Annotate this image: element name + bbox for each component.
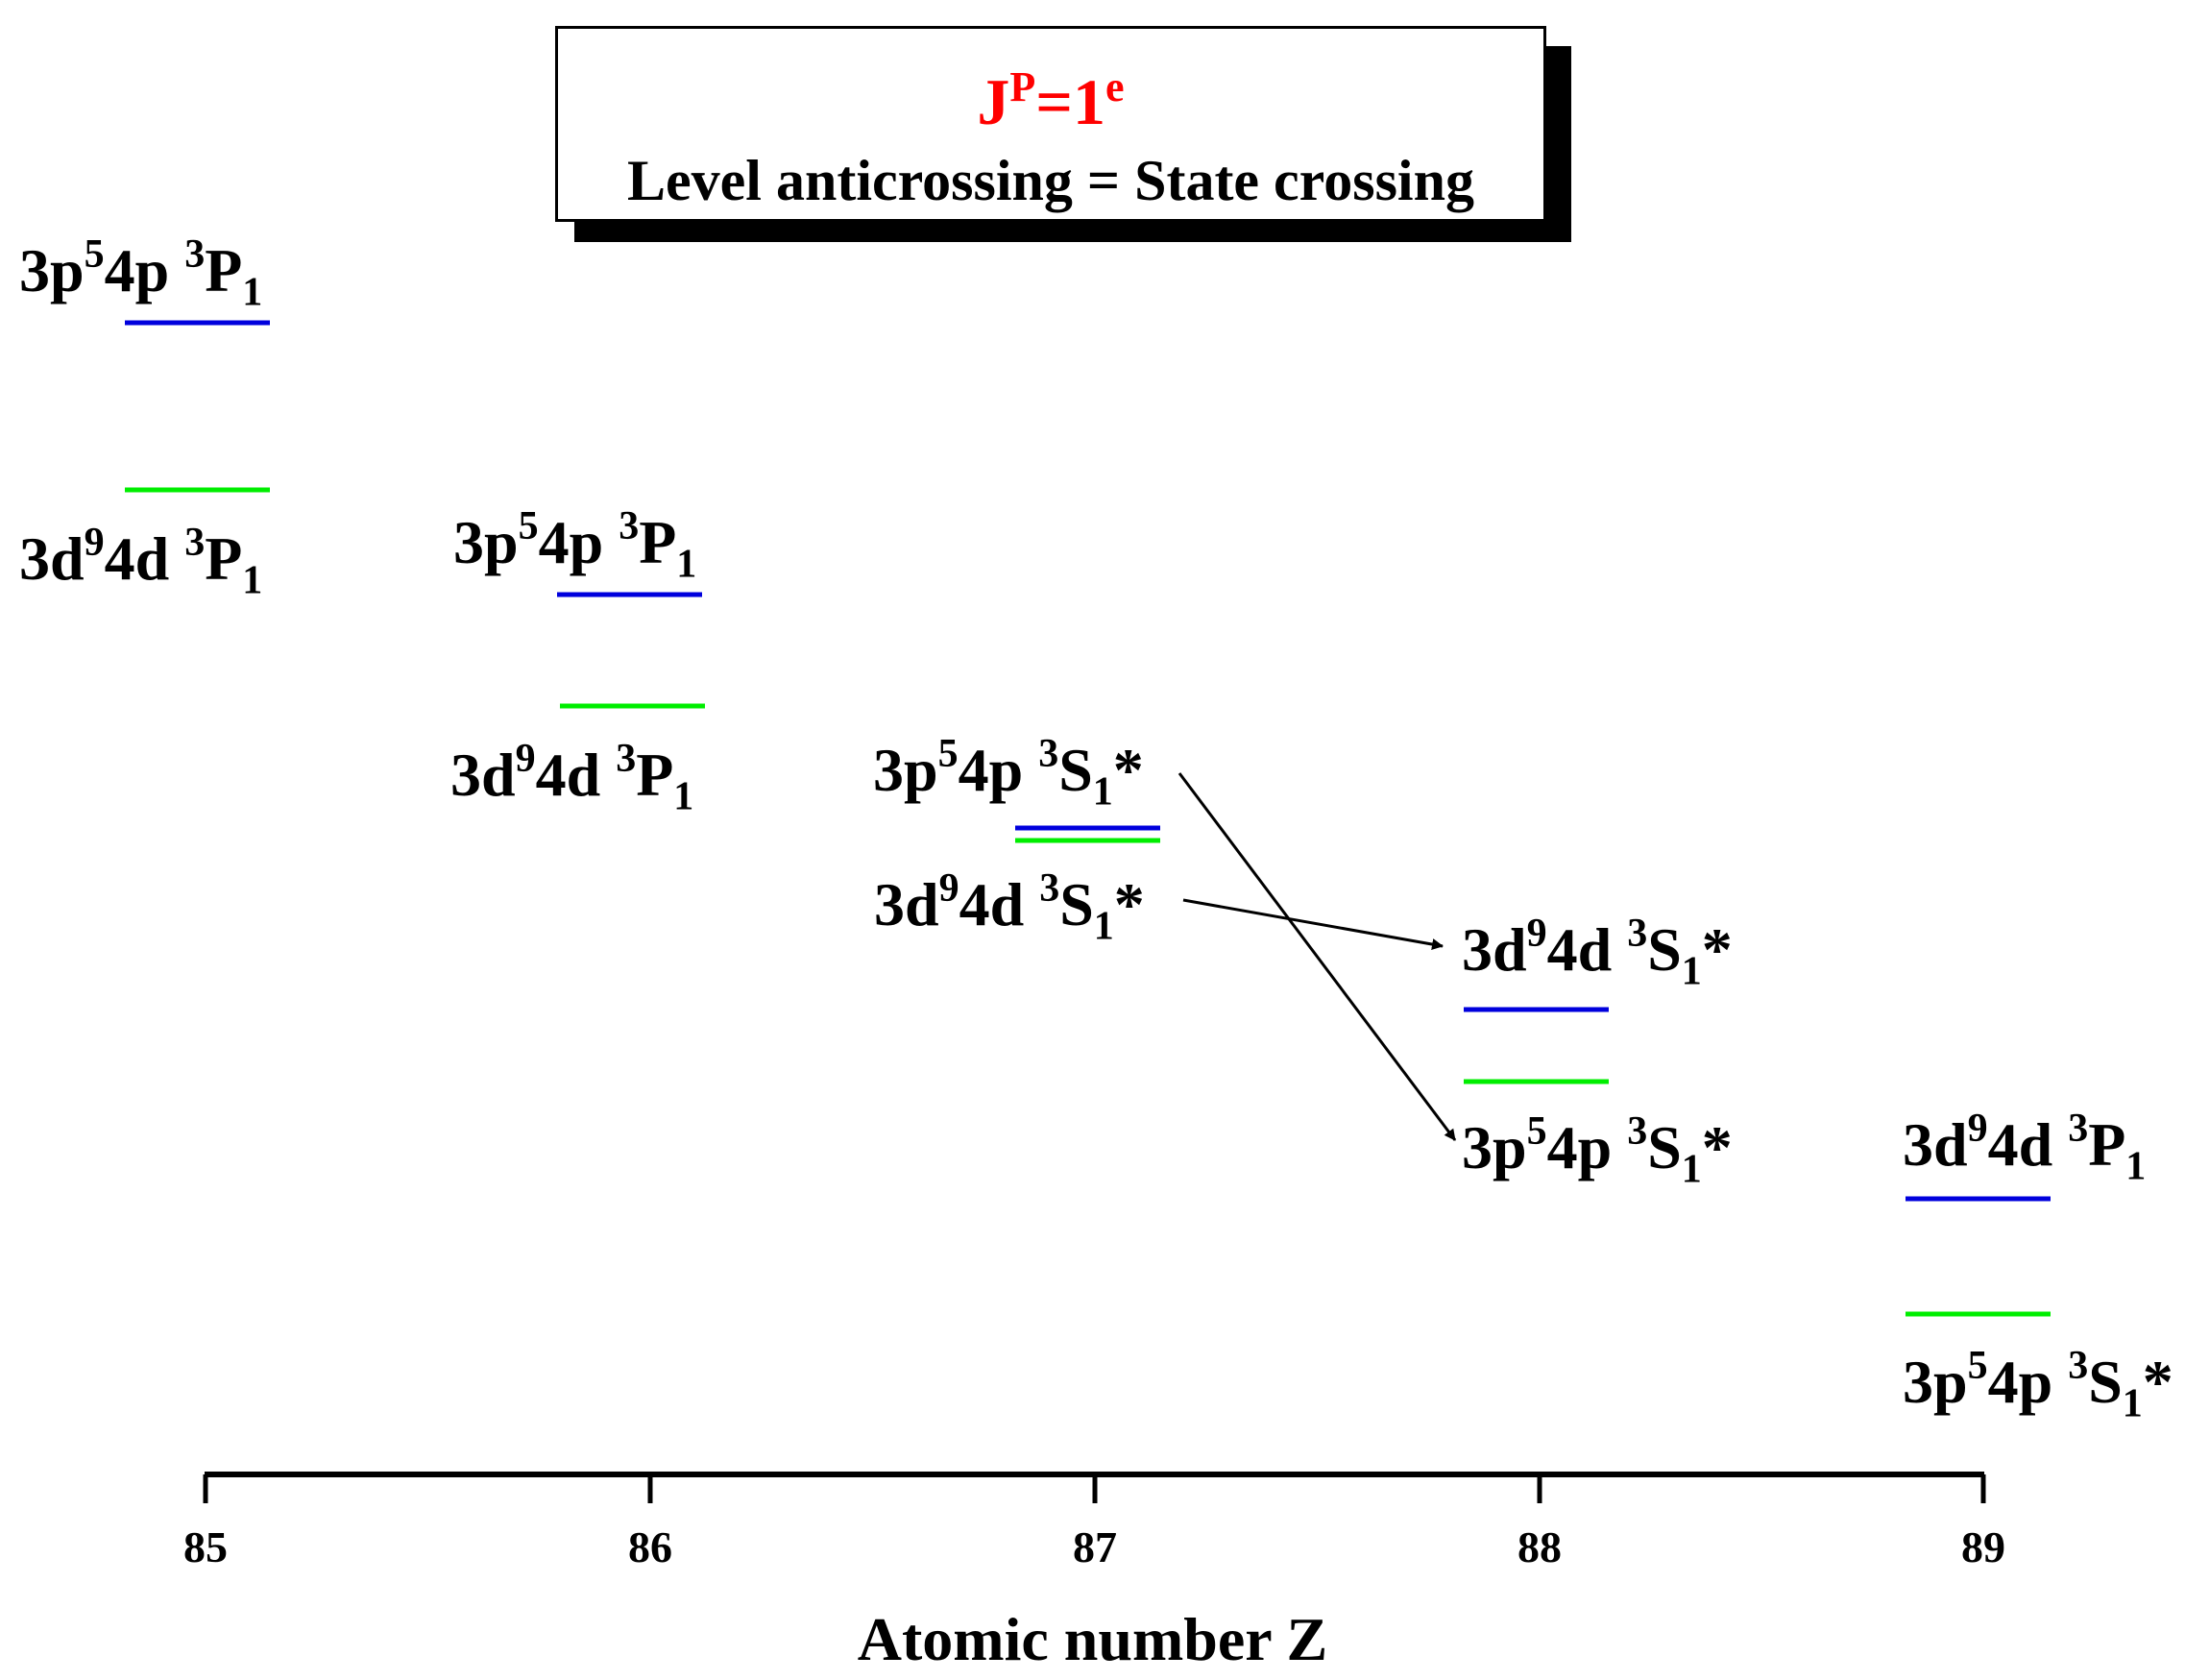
- crossing-arrow-3p54p: [1177, 772, 1457, 1141]
- x-tick-label-86: 86: [628, 1522, 672, 1571]
- level-label-z87-3d94d-3S1: 3d94d 3S1*: [874, 865, 1145, 949]
- level-label-z88-3d94d-3S1: 3d94d 3S1*: [1462, 911, 1733, 994]
- level-label-z88-3p54p-3S1: 3p54p 3S1*: [1462, 1108, 1733, 1192]
- level-label-z86-3d94d-3P1: 3d94d 3P1: [450, 736, 694, 819]
- x-tick-label-88: 88: [1517, 1522, 1562, 1571]
- level-label-z89-3d94d-3P1: 3d94d 3P1: [1903, 1106, 2147, 1189]
- crossing-arrow-3d94d: [1182, 898, 1444, 950]
- x-axis-title: Atomic number Z: [857, 1605, 1328, 1673]
- title-jp: JP=1e: [977, 62, 1125, 138]
- level-label-z86-3p54p-3P1: 3p54p 3P1: [453, 503, 697, 587]
- x-tick-label-85: 85: [183, 1522, 228, 1571]
- x-tick-label-89: 89: [1961, 1522, 2005, 1571]
- level-label-z87-3p54p-3S1: 3p54p 3S1*: [873, 731, 1144, 815]
- subtitle: Level anticrossing = State crossing: [627, 149, 1474, 212]
- x-tick-label-87: 87: [1073, 1522, 1117, 1571]
- level-label-z85-3d94d-3P1: 3d94d 3P1: [19, 520, 263, 603]
- level-label-z85-3p54p-3P1: 3p54p 3P1: [19, 231, 263, 315]
- title-box: JP=1e Level anticrossing = State crossin…: [555, 26, 1546, 222]
- level-label-z89-3p54p-3S1: 3p54p 3S1*: [1903, 1343, 2173, 1426]
